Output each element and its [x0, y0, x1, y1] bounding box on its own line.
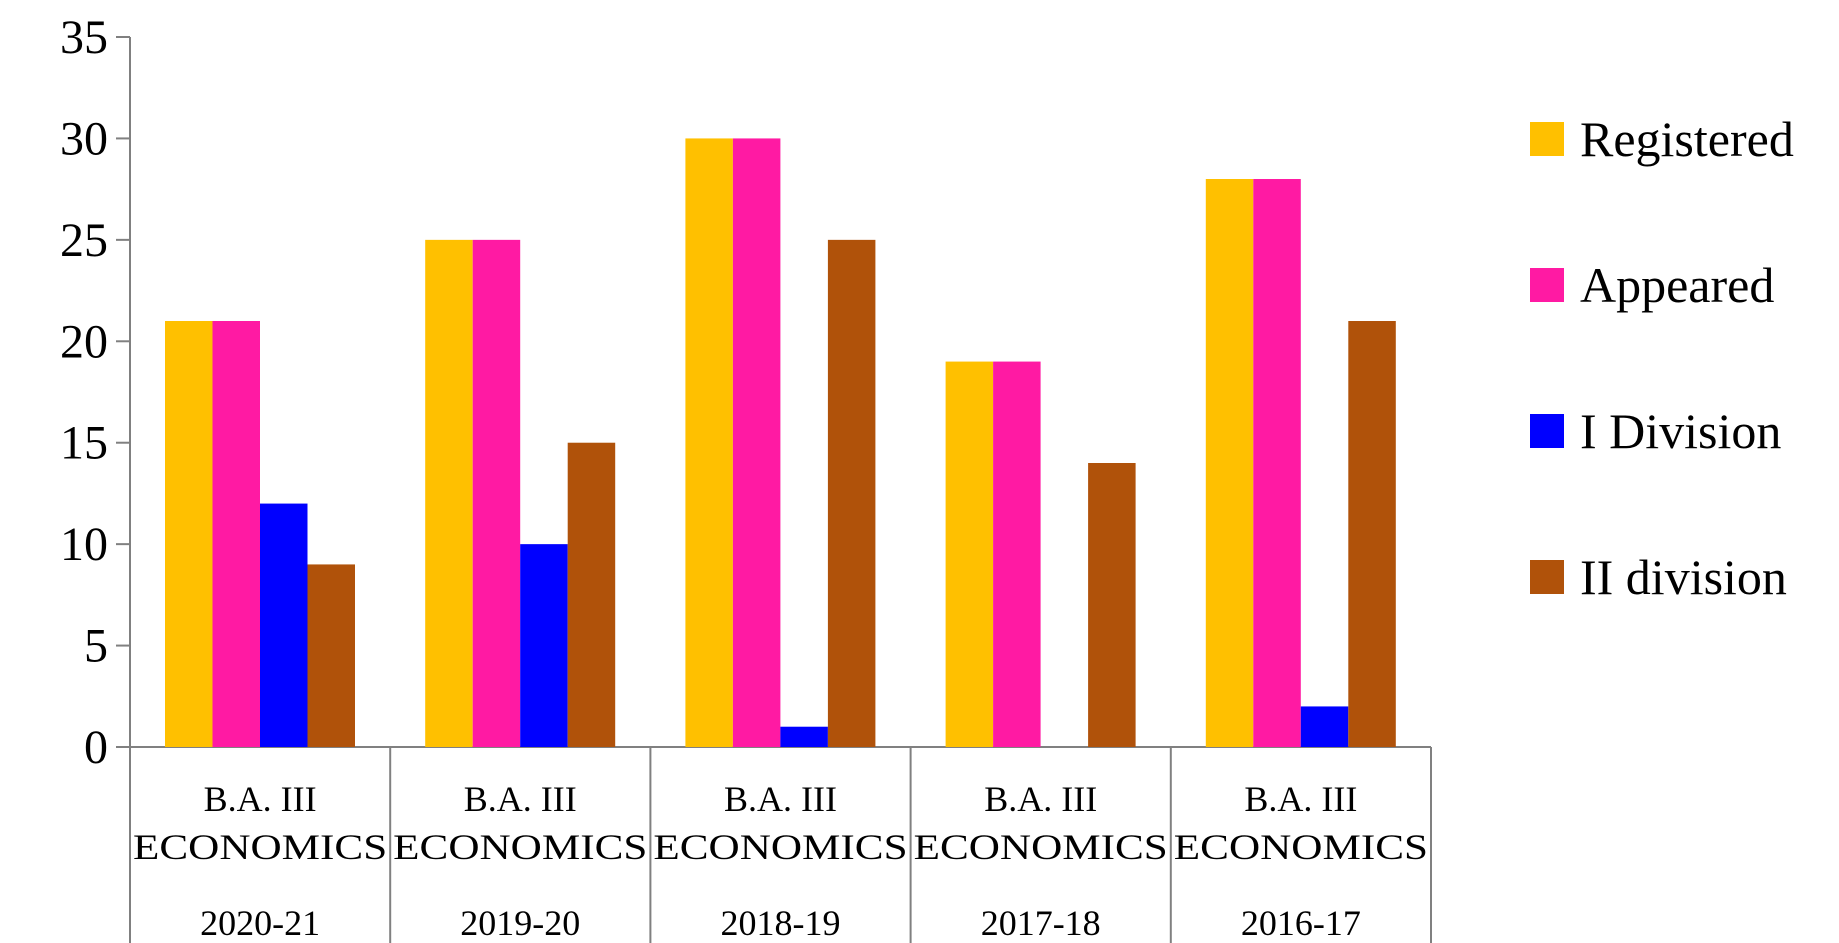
category-labels: B.A. III ECONOMICS 2020-21 B.A. III ECONOMIC… [133, 779, 1428, 943]
bar-registered-2018-19 [685, 138, 733, 747]
category-year-label: 2016-17 [1241, 903, 1361, 943]
y-tick-label: 0 [84, 721, 108, 774]
legend: Registered Appeared I Division II division [1530, 111, 1794, 605]
bar-registered-2020-21 [165, 321, 213, 747]
bar-appeared-2020-21 [212, 321, 260, 747]
bar-registered-2016-17 [1205, 179, 1254, 747]
bar-i-division-2019-20 [520, 544, 568, 747]
category-label-line2: ECONOMICS [1174, 827, 1428, 867]
bar-appeared-2017-18 [993, 361, 1041, 747]
legend-swatch-registered [1530, 122, 1564, 156]
bar-appeared-2016-17 [1253, 179, 1301, 747]
y-tick-label: 20 [60, 315, 108, 368]
category-year-label: 2018-19 [721, 903, 841, 943]
y-tick-label: 5 [84, 620, 108, 673]
legend-label: I Division [1580, 403, 1781, 459]
bar-i-division-2020-21 [260, 503, 308, 747]
y-tick-label: 35 [60, 11, 108, 64]
category-label-line2: ECONOMICS [653, 827, 907, 867]
y-tick-label: 15 [60, 417, 108, 470]
bar-registered-2017-18 [945, 361, 994, 747]
category-label-line2: ECONOMICS [914, 827, 1168, 867]
category-label-line1: B.A. III [724, 779, 837, 819]
legend-swatch-i-division [1530, 414, 1564, 448]
bar-ii-division-2018-19 [827, 239, 876, 747]
category-label-line1: B.A. III [1244, 779, 1357, 819]
category-label-line1: B.A. III [984, 779, 1097, 819]
category-year-label: 2017-18 [981, 903, 1101, 943]
legend-label: II division [1580, 549, 1787, 605]
legend-swatch-appeared [1530, 268, 1564, 302]
y-tick-labels: 0 5 10 15 20 25 30 35 [60, 11, 108, 774]
bar-ii-division-2020-21 [307, 564, 355, 747]
bar-appeared-2019-20 [472, 239, 521, 747]
bar-i-division-2016-17 [1300, 706, 1349, 747]
bar-appeared-2018-19 [732, 138, 781, 747]
category-year-label: 2020-21 [200, 903, 320, 943]
category-label-line1: B.A. III [464, 779, 577, 819]
bar-i-division-2018-19 [780, 726, 828, 747]
bar-ii-division-2019-20 [567, 442, 616, 747]
legend-label: Registered [1580, 111, 1794, 167]
legend-label: Appeared [1580, 257, 1774, 313]
legend-swatch-ii-division [1530, 560, 1564, 594]
bar-ii-division-2016-17 [1348, 321, 1396, 747]
category-label-line2: ECONOMICS [393, 827, 647, 867]
bar-ii-division-2017-18 [1088, 463, 1136, 747]
category-label-line1: B.A. III [204, 779, 317, 819]
category-label-line2: ECONOMICS [133, 827, 387, 867]
bar-registered-2019-20 [425, 239, 473, 747]
bars [165, 138, 1396, 747]
category-year-label: 2019-20 [460, 903, 580, 943]
y-tick-label: 10 [60, 518, 108, 571]
y-tick-label: 25 [60, 214, 108, 267]
y-tick-label: 30 [60, 112, 108, 165]
